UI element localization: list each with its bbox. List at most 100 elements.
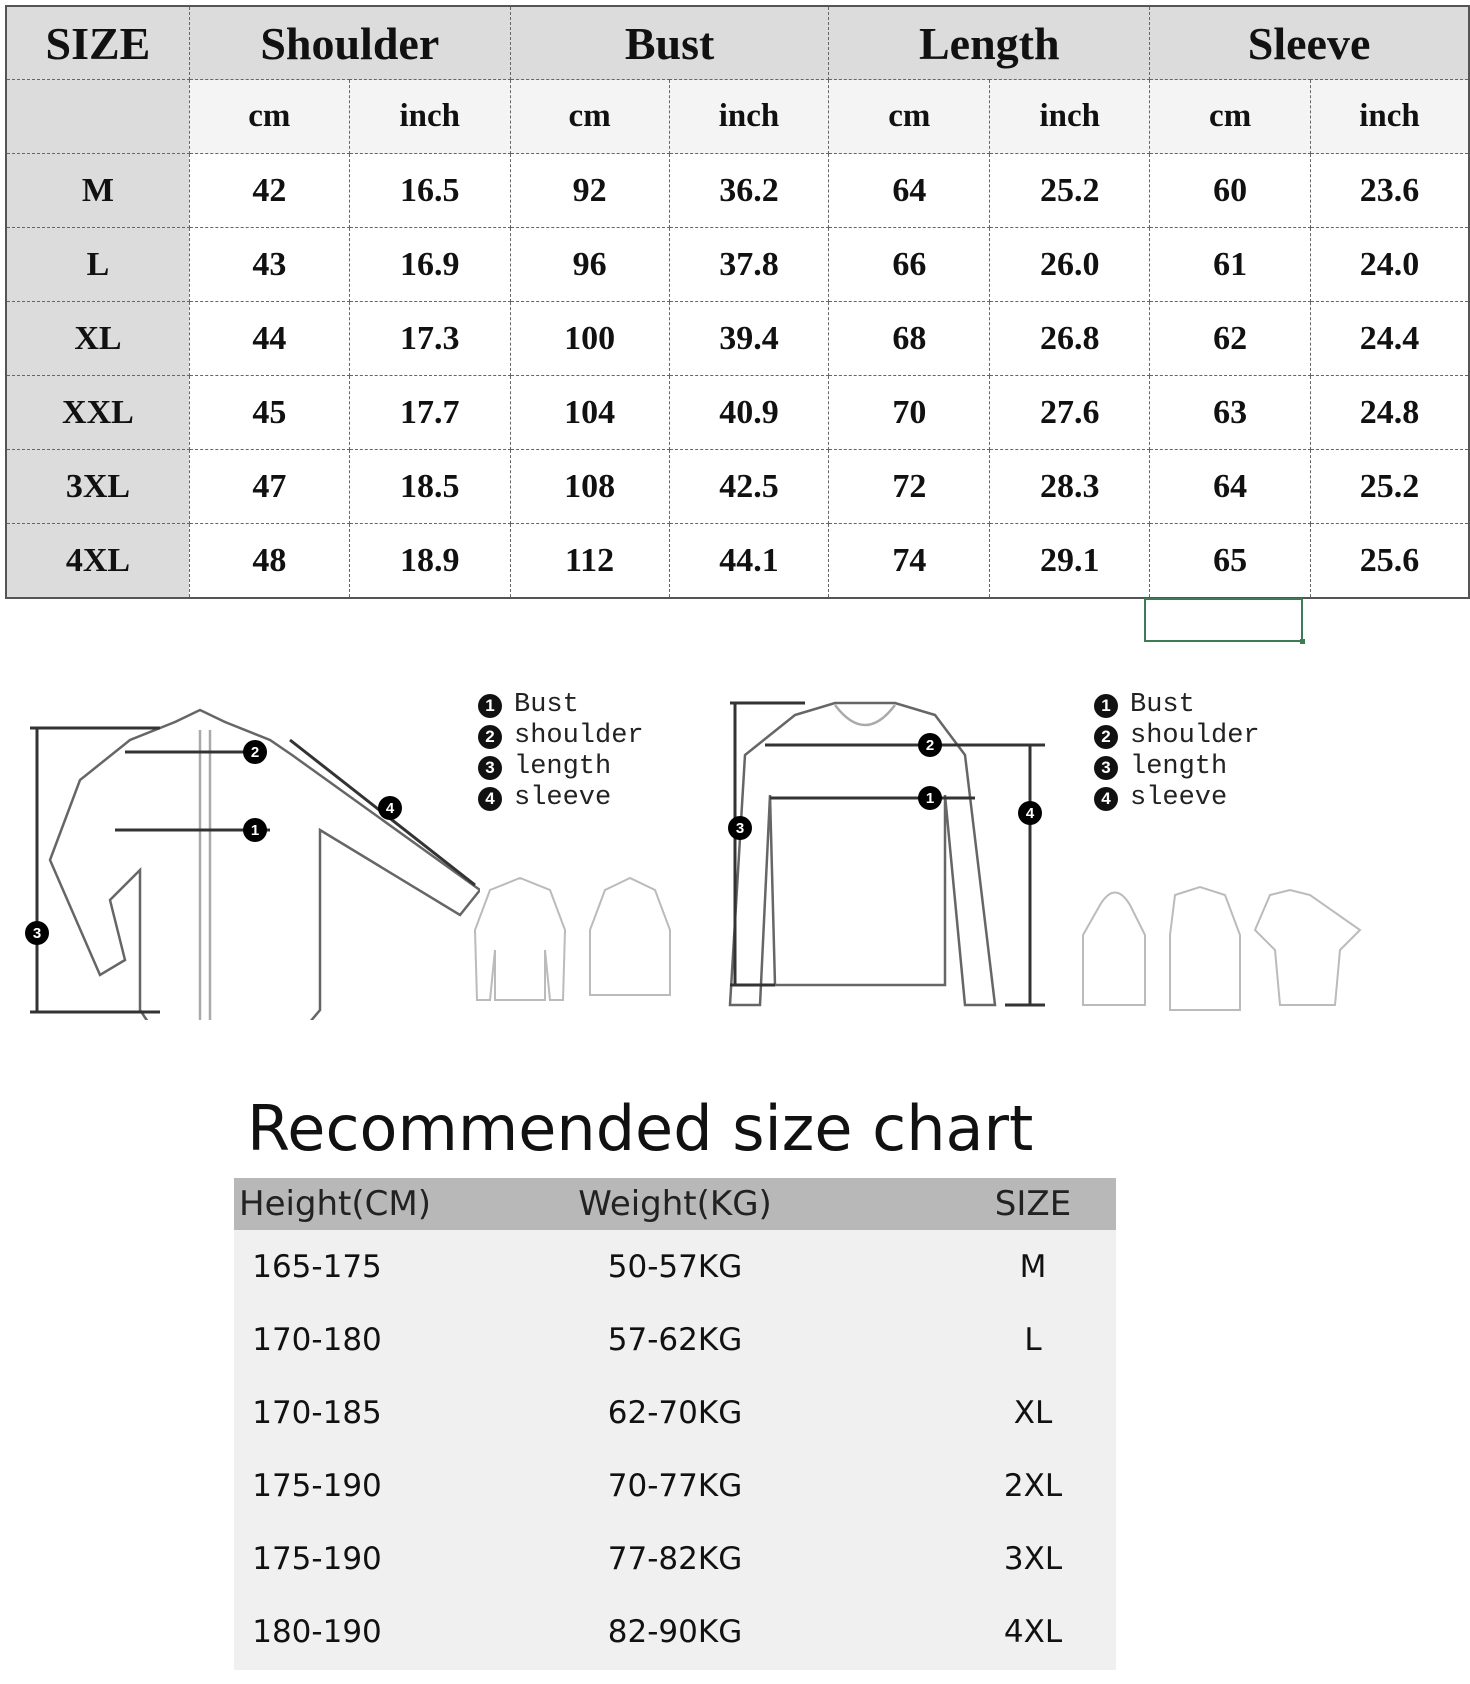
size-chart-table: SIZE Shoulder Bust Length Sleeve cm inch c… bbox=[5, 5, 1470, 599]
jacket-thumbnails bbox=[473, 876, 671, 1001]
unit-cell: inch bbox=[989, 79, 1151, 154]
measurement-cell: 44 bbox=[188, 301, 350, 376]
legend-label: length bbox=[514, 752, 612, 782]
height-cell: 170-185 bbox=[252, 1394, 382, 1431]
legend-label: shoulder bbox=[1130, 721, 1260, 751]
measurement-cell: 61 bbox=[1149, 227, 1312, 302]
svg-text:4: 4 bbox=[1026, 805, 1035, 822]
legend-item: 1 Bust bbox=[478, 690, 644, 721]
shirt-diagram: 2 1 4 3 bbox=[25, 708, 480, 1020]
measurement-cell: 72 bbox=[828, 449, 991, 524]
header-shoulder: Shoulder bbox=[188, 5, 511, 80]
size-row: XXL 45 17.7 104 40.9 70 27.6 63 24.8 bbox=[5, 375, 1470, 450]
number-badge-icon: 2 bbox=[478, 724, 502, 749]
recommended-row: 180-190 82-90KG 4XL bbox=[234, 1595, 1116, 1668]
header-height: Height(CM) bbox=[239, 1184, 431, 1224]
height-cell: 175-190 bbox=[252, 1467, 382, 1504]
size-cell: XL bbox=[1013, 1394, 1053, 1431]
measurement-cell: 45 bbox=[188, 375, 350, 450]
measurement-cell: 18.9 bbox=[348, 523, 511, 599]
number-badge-icon: 3 bbox=[1094, 755, 1118, 780]
size-cell: 2XL bbox=[1003, 1467, 1063, 1504]
measurement-cell: 40.9 bbox=[668, 375, 830, 450]
number-badge-icon: 2 bbox=[1094, 724, 1118, 749]
measurement-cell: 44.1 bbox=[668, 523, 830, 599]
number-badge-icon: 4 bbox=[478, 786, 502, 811]
top-thumbnails bbox=[1082, 885, 1362, 1011]
legend-label: Bust bbox=[514, 690, 579, 720]
measurement-cell: 65 bbox=[1149, 523, 1312, 599]
unit-blank bbox=[5, 79, 190, 154]
sweater-diagram: 2 1 4 3 bbox=[728, 701, 1045, 1007]
svg-text:3: 3 bbox=[33, 925, 41, 942]
measurement-cell: 25.2 bbox=[1310, 449, 1470, 524]
size-row: 3XL 47 18.5 108 42.5 72 28.3 64 25.2 bbox=[5, 449, 1470, 524]
unit-cell: cm bbox=[828, 79, 991, 154]
size-row: M 42 16.5 92 36.2 64 25.2 60 23.6 bbox=[5, 153, 1470, 228]
legend-item: 3 length bbox=[478, 752, 644, 783]
header-length: Length bbox=[828, 5, 1151, 80]
measurement-cell: 63 bbox=[1149, 375, 1312, 450]
measurement-cell: 17.3 bbox=[348, 301, 511, 376]
height-cell: 170-180 bbox=[252, 1321, 382, 1358]
size-label: L bbox=[5, 227, 190, 302]
selected-cell-outline[interactable] bbox=[1144, 598, 1305, 644]
measurement-cell: 60 bbox=[1149, 153, 1312, 228]
size-label: 3XL bbox=[5, 449, 190, 524]
measurement-cell: 42.5 bbox=[668, 449, 830, 524]
svg-text:4: 4 bbox=[386, 800, 395, 817]
measurement-cell: 96 bbox=[509, 227, 670, 302]
measurement-cell: 47 bbox=[188, 449, 350, 524]
unit-cell: cm bbox=[1149, 79, 1312, 154]
weight-cell: 82-90KG bbox=[607, 1613, 743, 1650]
weight-cell: 62-70KG bbox=[607, 1394, 743, 1431]
size-label: M bbox=[5, 153, 190, 228]
header-sleeve: Sleeve bbox=[1149, 5, 1470, 80]
legend-item: 3 length bbox=[1094, 752, 1260, 783]
svg-text:2: 2 bbox=[926, 737, 934, 754]
legend-label: length bbox=[1130, 752, 1228, 782]
legend-item: 4 sleeve bbox=[478, 783, 644, 814]
measurement-cell: 18.5 bbox=[348, 449, 511, 524]
size-row: 4XL 48 18.9 112 44.1 74 29.1 65 25.6 bbox=[5, 523, 1470, 599]
recommended-row: 175-190 70-77KG 2XL bbox=[234, 1449, 1116, 1522]
measurement-cell: 29.1 bbox=[989, 523, 1151, 599]
number-badge-icon: 3 bbox=[478, 755, 502, 780]
measurement-cell: 23.6 bbox=[1310, 153, 1470, 228]
recommended-row: 170-180 57-62KG L bbox=[234, 1303, 1116, 1376]
measurement-cell: 24.8 bbox=[1310, 375, 1470, 450]
number-badge-icon: 1 bbox=[478, 693, 502, 718]
legend-label: sleeve bbox=[1130, 783, 1228, 813]
size-label: XL bbox=[5, 301, 190, 376]
unit-cell: inch bbox=[1310, 79, 1470, 154]
number-badge-icon: 4 bbox=[1094, 786, 1118, 811]
unit-cell: cm bbox=[188, 79, 350, 154]
measurement-cell: 26.0 bbox=[989, 227, 1151, 302]
measurement-cell: 25.6 bbox=[1310, 523, 1470, 599]
measurement-cell: 25.2 bbox=[989, 153, 1151, 228]
size-cell: L bbox=[1024, 1321, 1042, 1358]
recommended-row: 170-185 62-70KG XL bbox=[234, 1376, 1116, 1449]
measurement-cell: 17.7 bbox=[348, 375, 511, 450]
legend-item: 2 shoulder bbox=[478, 721, 644, 752]
legend-label: shoulder bbox=[514, 721, 644, 751]
height-cell: 180-190 bbox=[252, 1613, 382, 1650]
measurement-cell: 108 bbox=[509, 449, 670, 524]
legend-label: Bust bbox=[1130, 690, 1195, 720]
measurement-cell: 70 bbox=[828, 375, 991, 450]
size-cell: 3XL bbox=[1003, 1540, 1063, 1577]
svg-text:1: 1 bbox=[926, 790, 934, 807]
measurement-cell: 28.3 bbox=[989, 449, 1151, 524]
height-cell: 175-190 bbox=[252, 1540, 382, 1577]
measurement-cell: 16.5 bbox=[348, 153, 511, 228]
header-row: SIZE Shoulder Bust Length Sleeve bbox=[5, 5, 1470, 80]
size-row: L 43 16.9 96 37.8 66 26.0 61 24.0 bbox=[5, 227, 1470, 302]
legend-item: 1 Bust bbox=[1094, 690, 1260, 721]
header-size: SIZE bbox=[5, 5, 190, 80]
legend-left: 1 Bust 2 shoulder 3 length 4 sleeve bbox=[478, 690, 644, 814]
legend-item: 4 sleeve bbox=[1094, 783, 1260, 814]
measurement-cell: 100 bbox=[509, 301, 670, 376]
recommended-title: Recommended size chart bbox=[247, 1092, 1034, 1165]
size-cell: M bbox=[1019, 1248, 1047, 1285]
measurement-cell: 92 bbox=[509, 153, 670, 228]
